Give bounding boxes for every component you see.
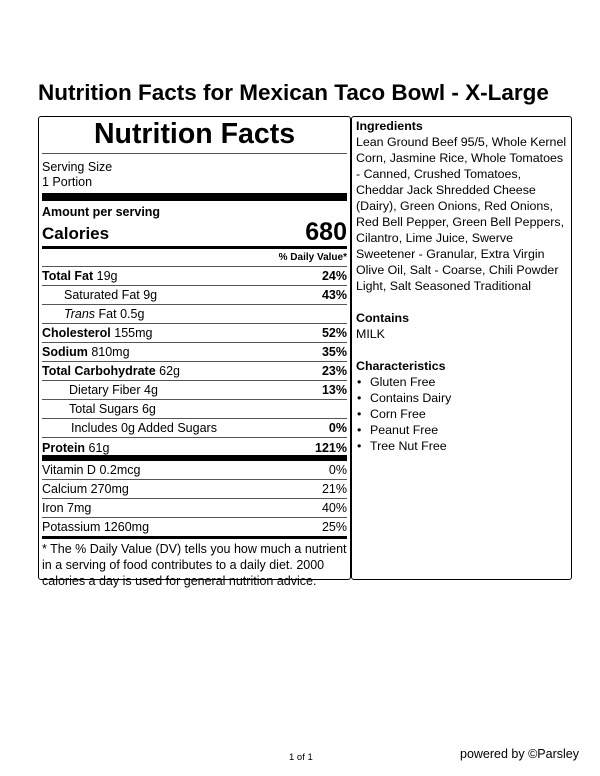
characteristics-heading: Characteristics	[356, 359, 446, 373]
page-number: 1 of 1	[289, 752, 313, 763]
vitamin-row-vitamin-d: Vitamin D 0.2mcg 0%	[42, 461, 347, 480]
list-item: Corn Free	[356, 406, 567, 422]
ingredients-panel: Ingredients Lean Ground Beef 95/5, Whole…	[351, 116, 572, 580]
serving-size: 1 Portion	[42, 175, 93, 189]
serving-size-label: Serving Size	[42, 160, 113, 174]
nutrient-row-total-carbohydrate: Total Carbohydrate 62g 23%	[42, 362, 347, 381]
nutrient-row-total-fat: Total Fat 19g 24%	[42, 267, 347, 286]
list-item: Gluten Free	[356, 374, 567, 390]
amount-per-serving: Amount per serving	[42, 205, 161, 219]
calories-label: Calories	[42, 224, 110, 243]
nutrient-row-trans-fat: Trans Fat 0.5g	[42, 305, 347, 324]
vitamin-row-iron: Iron 7mg 40%	[42, 499, 347, 518]
calories-row: Calories 680	[42, 219, 347, 249]
nutrient-row-saturated-fat: Saturated Fat 9g 43%	[42, 286, 347, 305]
calories-value: 680	[305, 218, 347, 246]
powered-by: powered by ©Parsley	[460, 747, 579, 761]
footnote: * The % Daily Value (DV) tells you how m…	[42, 542, 347, 588]
label-heading: Nutrition Facts	[42, 117, 347, 154]
nutrient-row-added-sugars: Includes 0g Added Sugars 0%	[42, 419, 347, 438]
ingredients-text: Lean Ground Beef 95/5, Whole Kernel Corn…	[356, 135, 567, 293]
nutrient-row-cholesterol: Cholesterol 155mg 52%	[42, 324, 347, 343]
nutrient-row-sodium: Sodium 810mg 35%	[42, 343, 347, 362]
page-title: Nutrition Facts for Mexican Taco Bowl - …	[38, 80, 549, 105]
list-item: Tree Nut Free	[356, 438, 567, 454]
characteristics-list: Gluten Free Contains Dairy Corn Free Pea…	[356, 374, 567, 454]
ingredients-heading: Ingredients	[356, 119, 423, 133]
vitamin-row-calcium: Calcium 270mg 21%	[42, 480, 347, 499]
nutrient-row-dietary-fiber: Dietary Fiber 4g 13%	[42, 381, 347, 400]
thick-divider	[42, 193, 347, 201]
daily-value-header: % Daily Value*	[42, 249, 347, 267]
nutrient-row-total-sugars: Total Sugars 6g	[42, 400, 347, 419]
contains-heading: Contains	[356, 311, 410, 325]
list-item: Peanut Free	[356, 422, 567, 438]
contains-text: MILK	[356, 327, 385, 341]
nutrition-label: Nutrition Facts Serving Size 1 Portion A…	[38, 116, 351, 588]
vitamin-row-potassium: Potassium 1260mg 25%	[42, 518, 347, 539]
list-item: Contains Dairy	[356, 390, 567, 406]
nutrient-row-protein: Protein 61g 121%	[42, 438, 347, 461]
